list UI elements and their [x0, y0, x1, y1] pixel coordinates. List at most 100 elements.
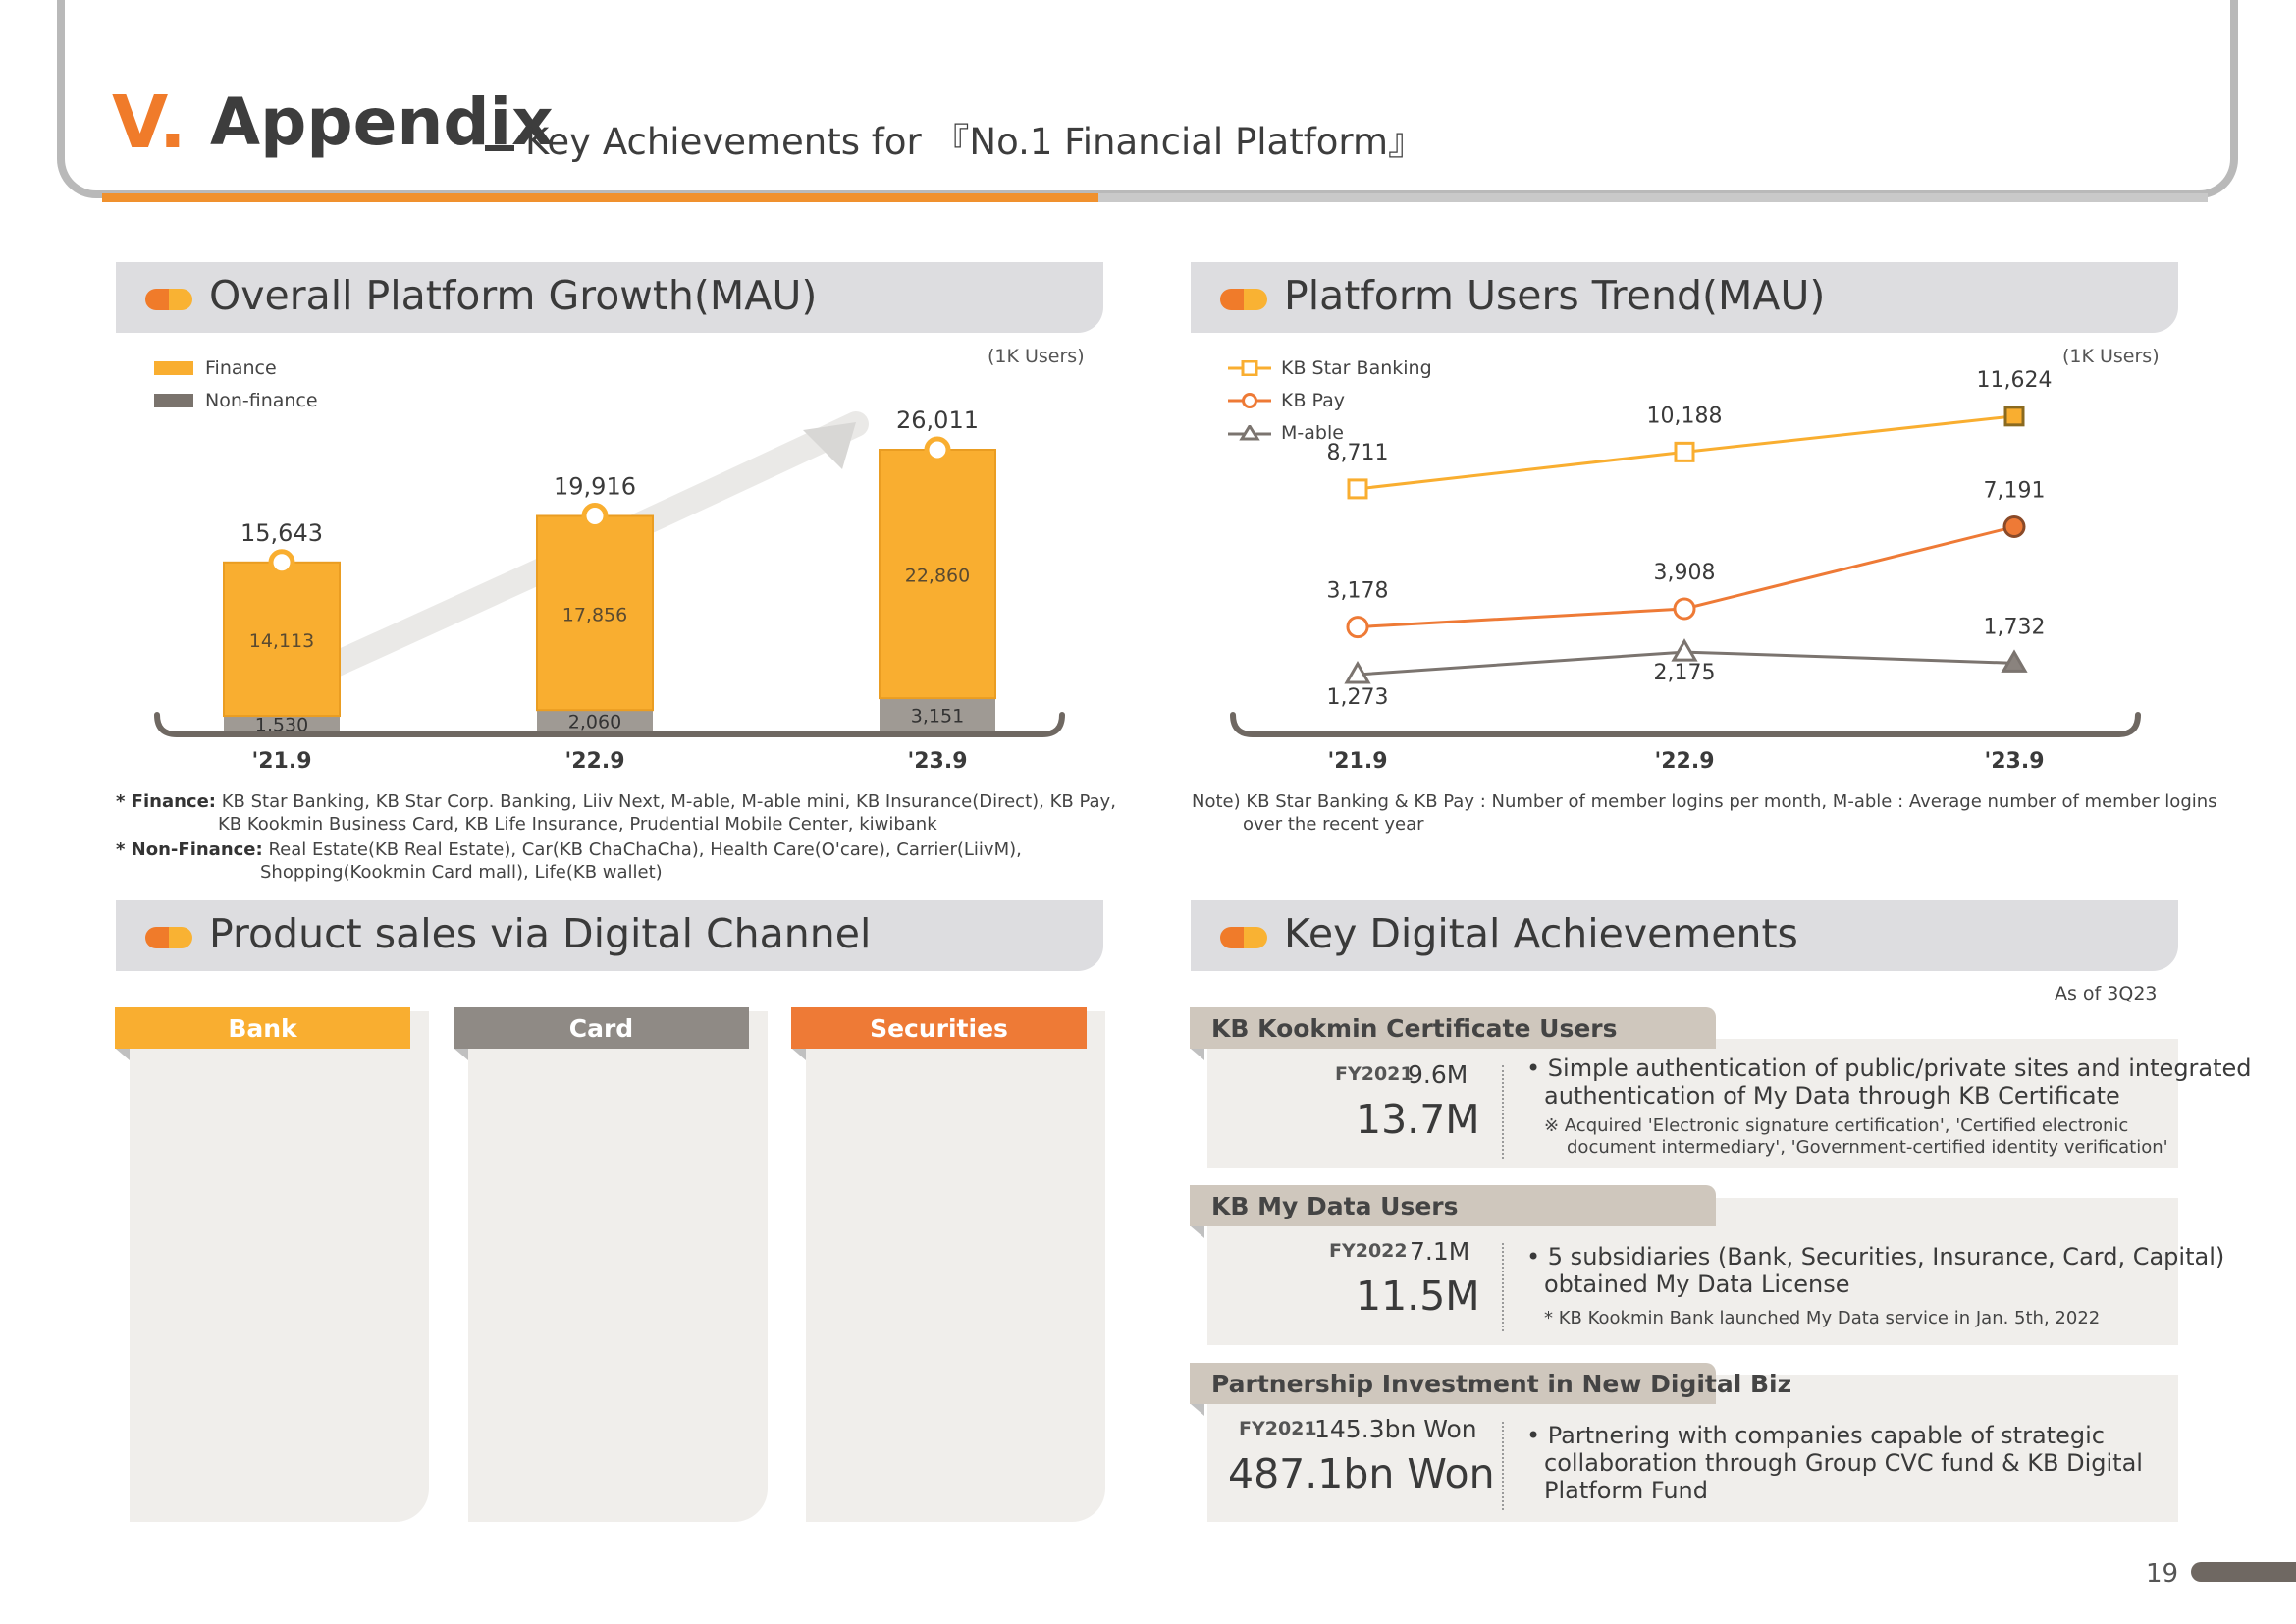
trend-note-line2: over the recent year: [1243, 814, 1424, 835]
achievement-tab-mydata: KB My Data Users: [1190, 1185, 1716, 1226]
point-value-label: 7,191: [1984, 479, 2046, 504]
product-tab-card: Card: [454, 1007, 749, 1049]
point-value-label: 1,732: [1984, 615, 2046, 639]
growth-note-nonfinance-line2: Shopping(Kookmin Card mall), Life(KB wal…: [260, 862, 663, 883]
certificate-note-line1: ※ Acquired 'Electronic signature certifi…: [1544, 1115, 2129, 1136]
divider: [1502, 1065, 1504, 1159]
growth-axis-bracket: [154, 712, 1065, 737]
product-tab-securities: Securities: [791, 1007, 1087, 1049]
bar-value-label-finance: 17,856: [562, 604, 627, 625]
page-number: 19: [2146, 1559, 2179, 1589]
mydata-desc-line1: • 5 subsidiaries (Bank, Securities, Insu…: [1526, 1243, 2225, 1271]
bar-value-label-non-finance: 2,060: [568, 712, 621, 733]
section-number: V.: [112, 81, 187, 165]
point-marker-triangle: [1671, 638, 1698, 662]
certificate-total: 13.7M: [1356, 1096, 1480, 1143]
x-tick-label: '22.9: [564, 749, 624, 774]
section-bullet-icon: [145, 927, 192, 948]
section-bar-product: Product sales via Digital Channel: [116, 900, 1103, 971]
legend-kb-star-banking: KB Star Banking: [1228, 357, 1432, 379]
section-bar-growth: Overall Platform Growth(MAU): [116, 262, 1103, 333]
mydata-fy-label: FY2022: [1329, 1240, 1408, 1262]
product-card-card: [468, 1011, 768, 1522]
growth-note-nonfinance: * Non-Finance: Real Estate(KB Real Estat…: [116, 839, 1022, 861]
section-title-product: Product sales via Digital Channel: [209, 910, 872, 957]
point-marker-triangle: [2001, 649, 2028, 673]
certificate-note-line2: document intermediary', 'Government-cert…: [1567, 1137, 2168, 1158]
partnership-fy-label: FY2021: [1239, 1418, 1317, 1439]
page-number-bar: [2191, 1562, 2296, 1582]
point-value-label: 3,178: [1327, 579, 1389, 604]
certificate-fy-label: FY2021: [1335, 1063, 1414, 1085]
section-bullet-icon: [1220, 289, 1267, 310]
point-marker-circle: [2002, 515, 2026, 539]
x-tick-label: '23.9: [1984, 749, 2044, 774]
x-tick-label: '22.9: [1654, 749, 1714, 774]
growth-note-finance-line1: KB Star Banking, KB Star Corp. Banking, …: [221, 791, 1116, 812]
point-value-label: 1,273: [1327, 685, 1389, 710]
trend-unit: (1K Users): [2062, 346, 2160, 367]
x-tick-label: '23.9: [907, 749, 967, 774]
legend-label-m-able: M-able: [1281, 422, 1344, 444]
achievement-tab-certificate: KB Kookmin Certificate Users: [1190, 1007, 1716, 1049]
bar-finance: [879, 449, 996, 700]
divider: [1502, 1422, 1504, 1510]
header-underline: [1098, 193, 2208, 202]
point-marker-triangle: [1344, 661, 1371, 684]
x-tick-label: '21.9: [251, 749, 311, 774]
certificate-desc-line1: • Simple authentication of public/privat…: [1526, 1055, 2252, 1082]
page-subtitle: Key Achievements for 『No.1 Financial Pla…: [525, 121, 1424, 163]
trend-note-line1: Note) KB Star Banking & KB Pay : Number …: [1192, 791, 2217, 812]
bar-finance: [536, 514, 654, 712]
tab-fold: [1191, 1404, 1204, 1416]
growth-note-nonfinance-label: * Non-Finance:: [116, 839, 263, 860]
bar-non-finance: [537, 710, 653, 732]
partnership-desc-line2: collaboration through Group CVC fund & K…: [1544, 1449, 2143, 1477]
partnership-total: 487.1bn Won: [1228, 1450, 1495, 1497]
partnership-fy-value: 145.3bn Won: [1314, 1415, 1477, 1443]
bar-non-finance: [880, 698, 995, 732]
tab-fold: [116, 1049, 130, 1060]
bar-value-label-non-finance: 3,151: [911, 706, 964, 728]
point-marker-square: [2003, 406, 2025, 427]
mydata-total: 11.5M: [1356, 1272, 1480, 1320]
tab-fold: [1191, 1226, 1204, 1238]
legend-label-kb-pay: KB Pay: [1281, 390, 1346, 411]
bar-total-label: 19,916: [554, 472, 636, 500]
certificate-desc-line2: authentication of My Data through KB Cer…: [1544, 1082, 2120, 1110]
growth-note-finance-line2: KB Kookmin Business Card, KB Life Insura…: [218, 814, 937, 835]
partnership-desc-line1: • Partnering with companies capable of s…: [1526, 1422, 2105, 1449]
product-tab-bank: Bank: [115, 1007, 410, 1049]
product-card-bank: [130, 1011, 429, 1522]
legend-label-non-finance: Non-finance: [205, 390, 318, 411]
legend-label-kb-star-banking: KB Star Banking: [1281, 357, 1432, 379]
legend-finance: Finance: [154, 357, 277, 379]
tab-fold: [1191, 1049, 1204, 1060]
point-marker-circle: [1673, 597, 1696, 621]
achievement-box-certificate: [1207, 1039, 2178, 1168]
header-underline-accent: [102, 193, 1098, 202]
section-bullet-icon: [1220, 927, 1267, 948]
legend-swatch-finance: [154, 361, 193, 375]
as-of-label: As of 3Q23: [2055, 983, 2158, 1004]
achievement-tab-partnership: Partnership Investment in New Digital Bi…: [1190, 1363, 1791, 1404]
legend-triangle-marker-icon: [1228, 425, 1271, 441]
mydata-fy-value: 7.1M: [1410, 1237, 1470, 1266]
legend-square-marker-icon: [1228, 360, 1271, 376]
title-separator: [485, 145, 514, 151]
divider: [1502, 1243, 1504, 1331]
growth-note-nonfinance-line1: Real Estate(KB Real Estate), Car(KB ChaC…: [268, 839, 1022, 860]
product-card-securities: [806, 1011, 1105, 1522]
bar-total-marker: [581, 502, 609, 529]
point-value-label: 8,711: [1327, 441, 1389, 465]
legend-circle-marker-icon: [1228, 393, 1271, 408]
section-title-key: Key Digital Achievements: [1284, 910, 1798, 957]
partnership-desc-line3: Platform Fund: [1544, 1477, 1708, 1504]
trend-axis-bracket: [1230, 712, 2141, 737]
tab-fold: [792, 1049, 806, 1060]
section-bullet-icon: [145, 289, 192, 310]
bar-total-marker: [268, 549, 295, 576]
point-value-label: 3,908: [1654, 561, 1716, 585]
growth-unit: (1K Users): [988, 346, 1085, 367]
growth-note-finance-label: * Finance:: [116, 791, 216, 812]
